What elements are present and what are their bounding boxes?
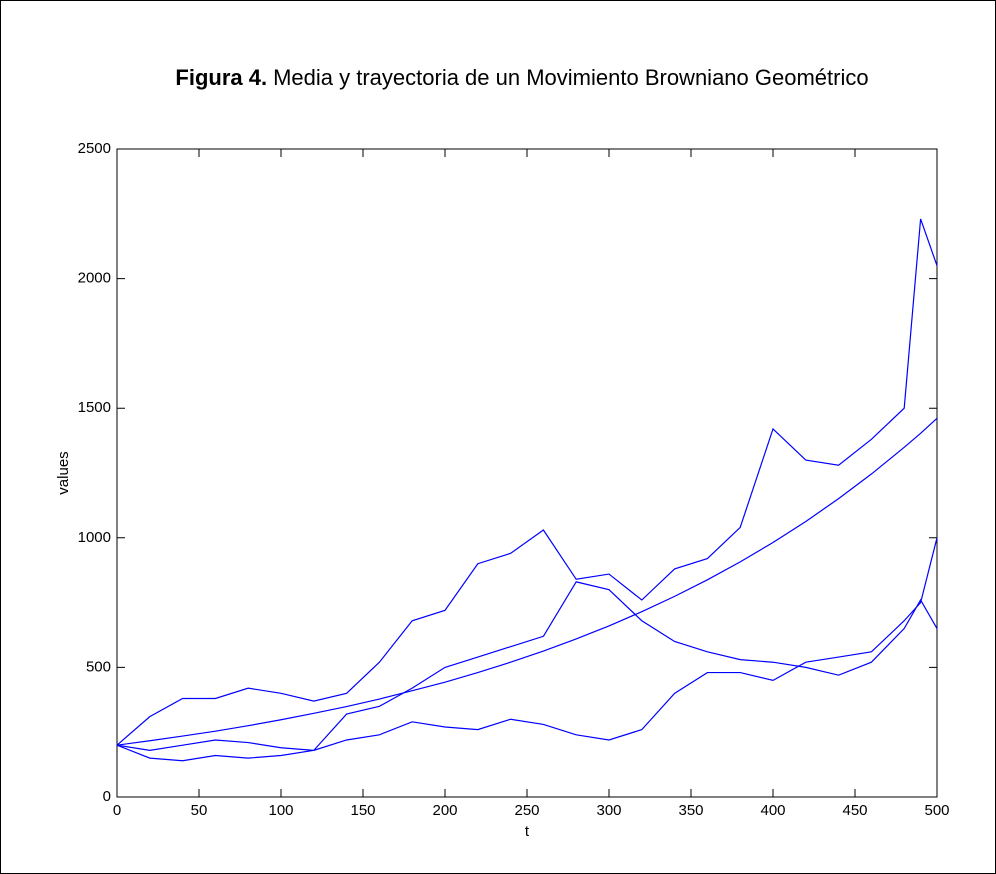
y-tick-label: 0 (103, 788, 111, 805)
x-tick-label: 50 (191, 802, 208, 819)
x-tick-label: 0 (113, 802, 121, 819)
y-axis-label: values (55, 451, 72, 494)
series-line (116, 218, 938, 746)
x-tick-label: 100 (268, 802, 293, 819)
x-tick-label: 200 (432, 802, 457, 819)
title-text: Media y trayectoria de un Movimiento Bro… (273, 65, 869, 90)
y-tick-label: 2000 (78, 270, 111, 287)
y-tick-label: 1500 (78, 399, 111, 416)
chart-title: Figura 4. Media y trayectoria de un Movim… (175, 65, 868, 90)
x-axis-label: t (525, 823, 530, 840)
x-tick-label: 350 (678, 802, 703, 819)
x-tick-label: 250 (514, 802, 539, 819)
y-tick-label: 2500 (78, 140, 111, 157)
x-tick-label: 150 (350, 802, 375, 819)
x-tick-label: 300 (596, 802, 621, 819)
y-tick-label: 500 (86, 658, 111, 675)
series-line (116, 417, 938, 746)
series-line (116, 537, 938, 751)
x-tick-label: 450 (842, 802, 867, 819)
x-tick-label: 400 (760, 802, 785, 819)
y-tick-label: 1000 (78, 529, 111, 546)
figure-label: Figura 4. (175, 65, 267, 90)
series-line (116, 581, 938, 762)
x-tick-label: 500 (924, 802, 949, 819)
